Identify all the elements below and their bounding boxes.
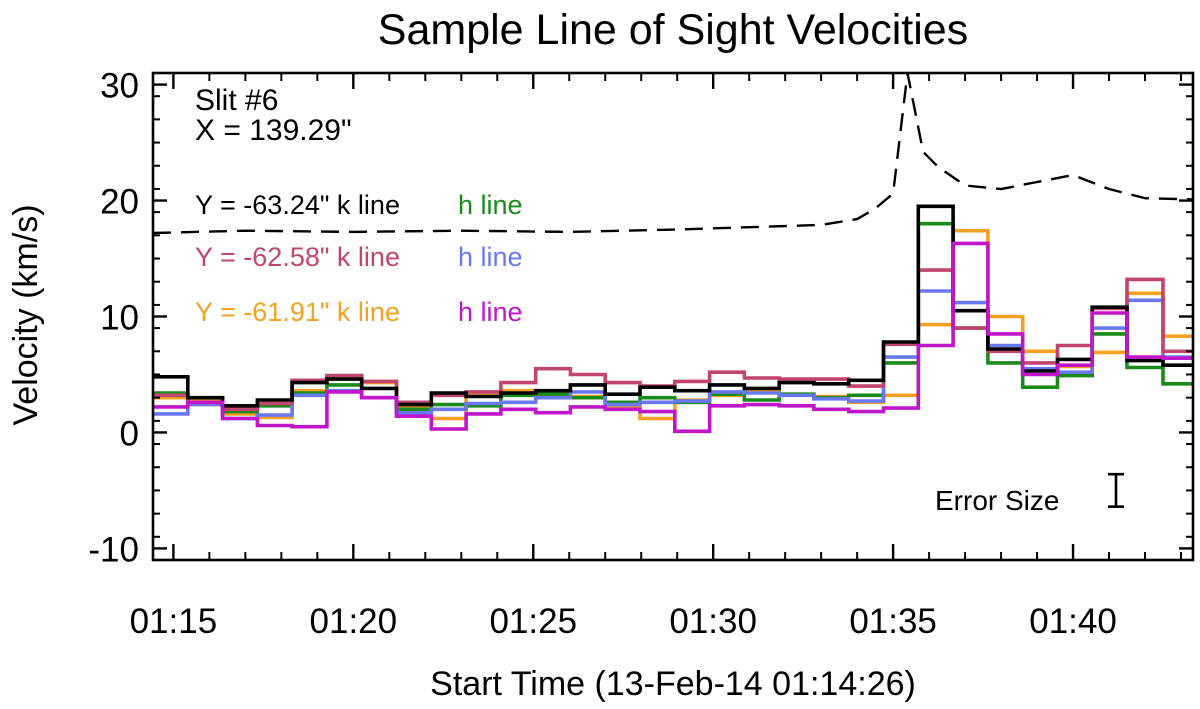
error-size-label: Error Size — [935, 485, 1059, 516]
y-axis-label: Velocity (km/s) — [7, 204, 45, 425]
series-layer — [153, 72, 1193, 434]
x-tick-label: 01:35 — [849, 602, 937, 641]
series-line-5 — [153, 241, 1193, 434]
x-tick-label: 01:25 — [489, 602, 577, 641]
y-tick-label: -10 — [88, 530, 139, 569]
legend-label-y: Y = -62.58" k line — [195, 242, 400, 272]
x-tick-label: 01:20 — [310, 602, 398, 641]
slit-annotation: Slit #6 — [195, 84, 278, 117]
y-tick-label: 20 — [100, 183, 139, 222]
x-tick-label: 01:15 — [130, 602, 218, 641]
x-axis-label: Start Time (13-Feb-14 01:14:26) — [430, 665, 916, 703]
legend-label-h: h line — [458, 297, 523, 327]
y-tick-label: 10 — [100, 299, 139, 338]
axes-layer: -10 0 10 20 30 01:15 01:20 01:25 01:30 01:35 01:40 — [88, 67, 1195, 641]
chart-title: Sample Line of Sight Velocities — [378, 6, 968, 54]
error-bar-icon — [1108, 472, 1124, 508]
x-tick-label: 01:30 — [669, 602, 757, 641]
legend-label-y: Y = -63.24" k line — [195, 190, 400, 220]
x-position-annotation: X = 139.29" — [195, 114, 352, 147]
legend: Y = -63.24" k line h line Y = -62.58" k li… — [195, 190, 523, 327]
legend-label-h: h line — [458, 190, 523, 220]
y-tick-label: 0 — [120, 414, 139, 453]
series-line-dashed — [153, 72, 1193, 235]
y-tick-label: 30 — [100, 67, 139, 106]
legend-label-h: h line — [458, 242, 523, 272]
x-tick-label: 01:40 — [1029, 602, 1117, 641]
legend-label-y: Y = -61.91" k line — [195, 297, 400, 327]
